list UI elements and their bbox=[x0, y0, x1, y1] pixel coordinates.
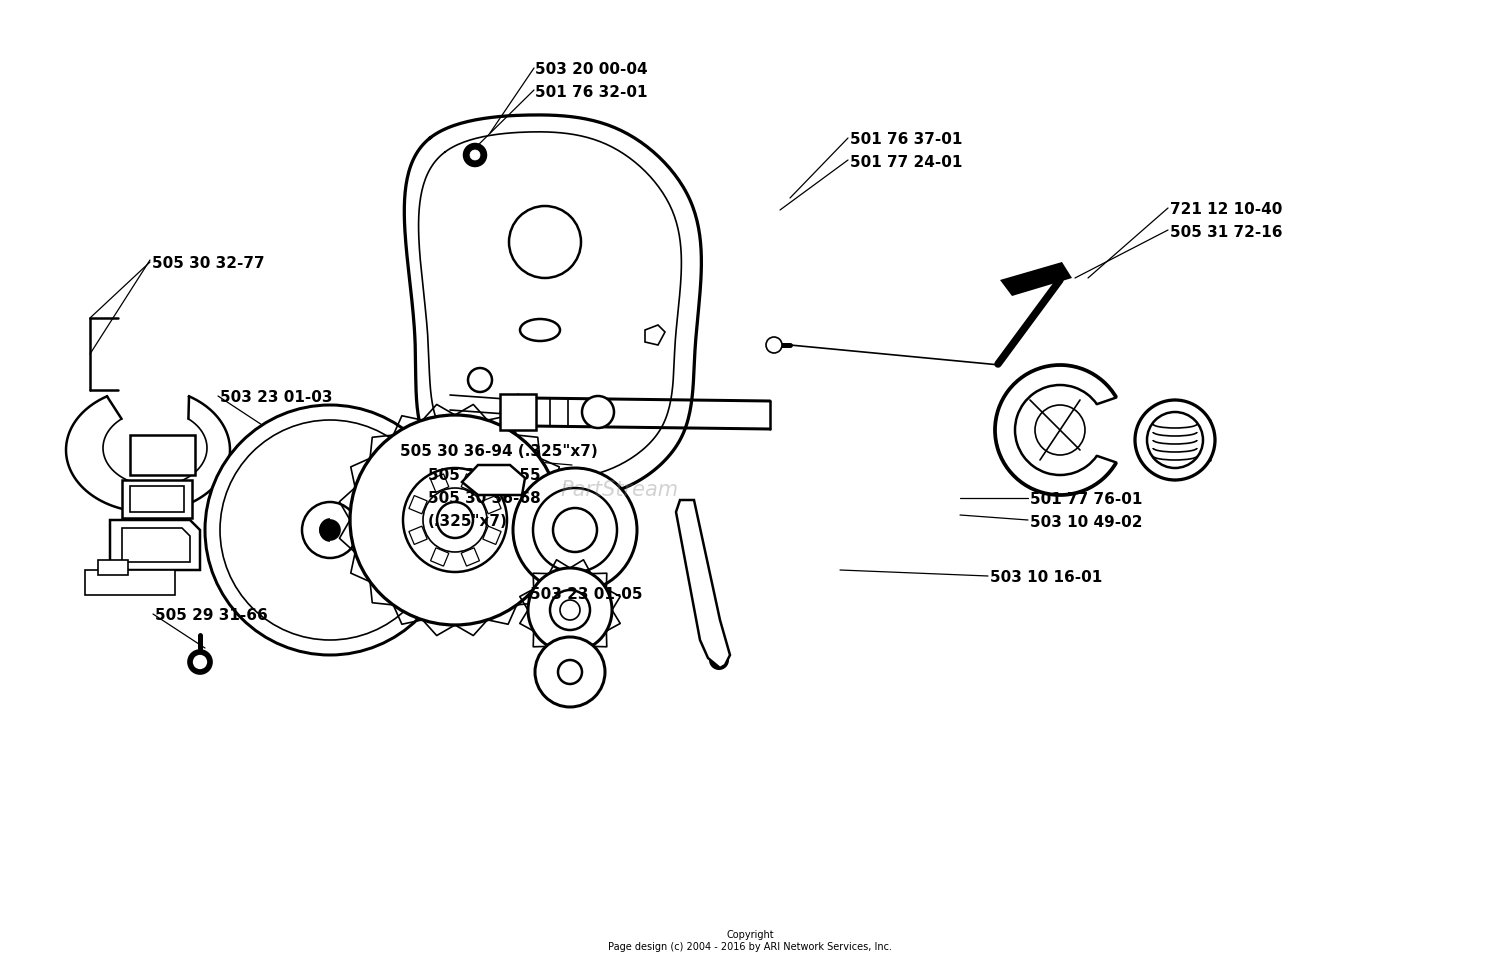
Bar bbox=[460, 548, 480, 566]
Circle shape bbox=[558, 660, 582, 684]
Circle shape bbox=[513, 468, 638, 592]
Text: 505 29 31-66: 505 29 31-66 bbox=[154, 608, 267, 623]
Bar bbox=[86, 570, 176, 595]
Bar bbox=[483, 496, 501, 514]
Circle shape bbox=[206, 405, 454, 655]
Circle shape bbox=[710, 650, 729, 670]
Text: 503 23 01-05: 503 23 01-05 bbox=[530, 587, 642, 602]
Text: 505 30 36-68: 505 30 36-68 bbox=[427, 491, 540, 506]
Circle shape bbox=[528, 568, 612, 652]
Circle shape bbox=[1136, 400, 1215, 480]
Polygon shape bbox=[122, 528, 190, 562]
Polygon shape bbox=[462, 465, 525, 495]
Text: Copyright
Page design (c) 2004 - 2016 by ARI Network Services, Inc.: Copyright Page design (c) 2004 - 2016 by… bbox=[608, 930, 892, 952]
Text: 503 10 49-02: 503 10 49-02 bbox=[1030, 515, 1143, 530]
Circle shape bbox=[536, 637, 604, 707]
Text: 505 30 23-55: 505 30 23-55 bbox=[427, 468, 540, 483]
Circle shape bbox=[550, 590, 590, 630]
Ellipse shape bbox=[520, 319, 560, 341]
Bar bbox=[410, 496, 428, 514]
Circle shape bbox=[766, 337, 782, 353]
Circle shape bbox=[1148, 412, 1203, 468]
Circle shape bbox=[509, 206, 580, 278]
Circle shape bbox=[423, 488, 488, 552]
Text: 503 23 01-03: 503 23 01-03 bbox=[220, 390, 333, 405]
Bar bbox=[483, 526, 501, 544]
Bar bbox=[410, 526, 428, 544]
Polygon shape bbox=[110, 520, 200, 570]
Circle shape bbox=[192, 654, 208, 670]
Circle shape bbox=[470, 150, 480, 160]
Circle shape bbox=[582, 396, 614, 428]
Text: 501 76 32-01: 501 76 32-01 bbox=[536, 85, 648, 100]
Bar bbox=[500, 394, 536, 430]
Text: 505 30 32-77: 505 30 32-77 bbox=[152, 256, 264, 271]
Bar bbox=[460, 474, 480, 492]
Text: 505 30 36-94 (.325"x7): 505 30 36-94 (.325"x7) bbox=[400, 444, 597, 459]
Circle shape bbox=[220, 420, 440, 640]
Polygon shape bbox=[676, 500, 730, 668]
Text: 503 20 00-04: 503 20 00-04 bbox=[536, 62, 648, 77]
Circle shape bbox=[532, 488, 616, 572]
Circle shape bbox=[554, 508, 597, 552]
Text: 501 77 76-01: 501 77 76-01 bbox=[1030, 492, 1143, 507]
Circle shape bbox=[464, 144, 486, 166]
Text: 505 31 72-16: 505 31 72-16 bbox=[1170, 225, 1282, 240]
Text: PartStream: PartStream bbox=[560, 480, 678, 500]
Polygon shape bbox=[1000, 262, 1072, 296]
Circle shape bbox=[350, 415, 560, 625]
Bar bbox=[130, 486, 184, 512]
Text: (.325"x7): (.325"x7) bbox=[427, 514, 508, 529]
Text: 501 77 24-01: 501 77 24-01 bbox=[850, 155, 963, 170]
Circle shape bbox=[302, 502, 358, 558]
Circle shape bbox=[404, 468, 507, 572]
Circle shape bbox=[560, 600, 580, 620]
Bar bbox=[430, 548, 448, 566]
Bar bbox=[122, 480, 192, 518]
Bar bbox=[430, 474, 448, 492]
Circle shape bbox=[436, 502, 472, 538]
Polygon shape bbox=[645, 325, 664, 345]
Circle shape bbox=[188, 650, 211, 674]
Text: 501 76 37-01: 501 76 37-01 bbox=[850, 132, 963, 147]
Bar bbox=[130, 435, 195, 475]
Circle shape bbox=[468, 368, 492, 392]
Bar bbox=[98, 560, 128, 575]
Circle shape bbox=[320, 520, 340, 540]
Text: 721 12 10-40: 721 12 10-40 bbox=[1170, 202, 1282, 217]
Text: ™: ™ bbox=[560, 483, 573, 497]
Text: 503 10 16-01: 503 10 16-01 bbox=[990, 570, 1102, 585]
